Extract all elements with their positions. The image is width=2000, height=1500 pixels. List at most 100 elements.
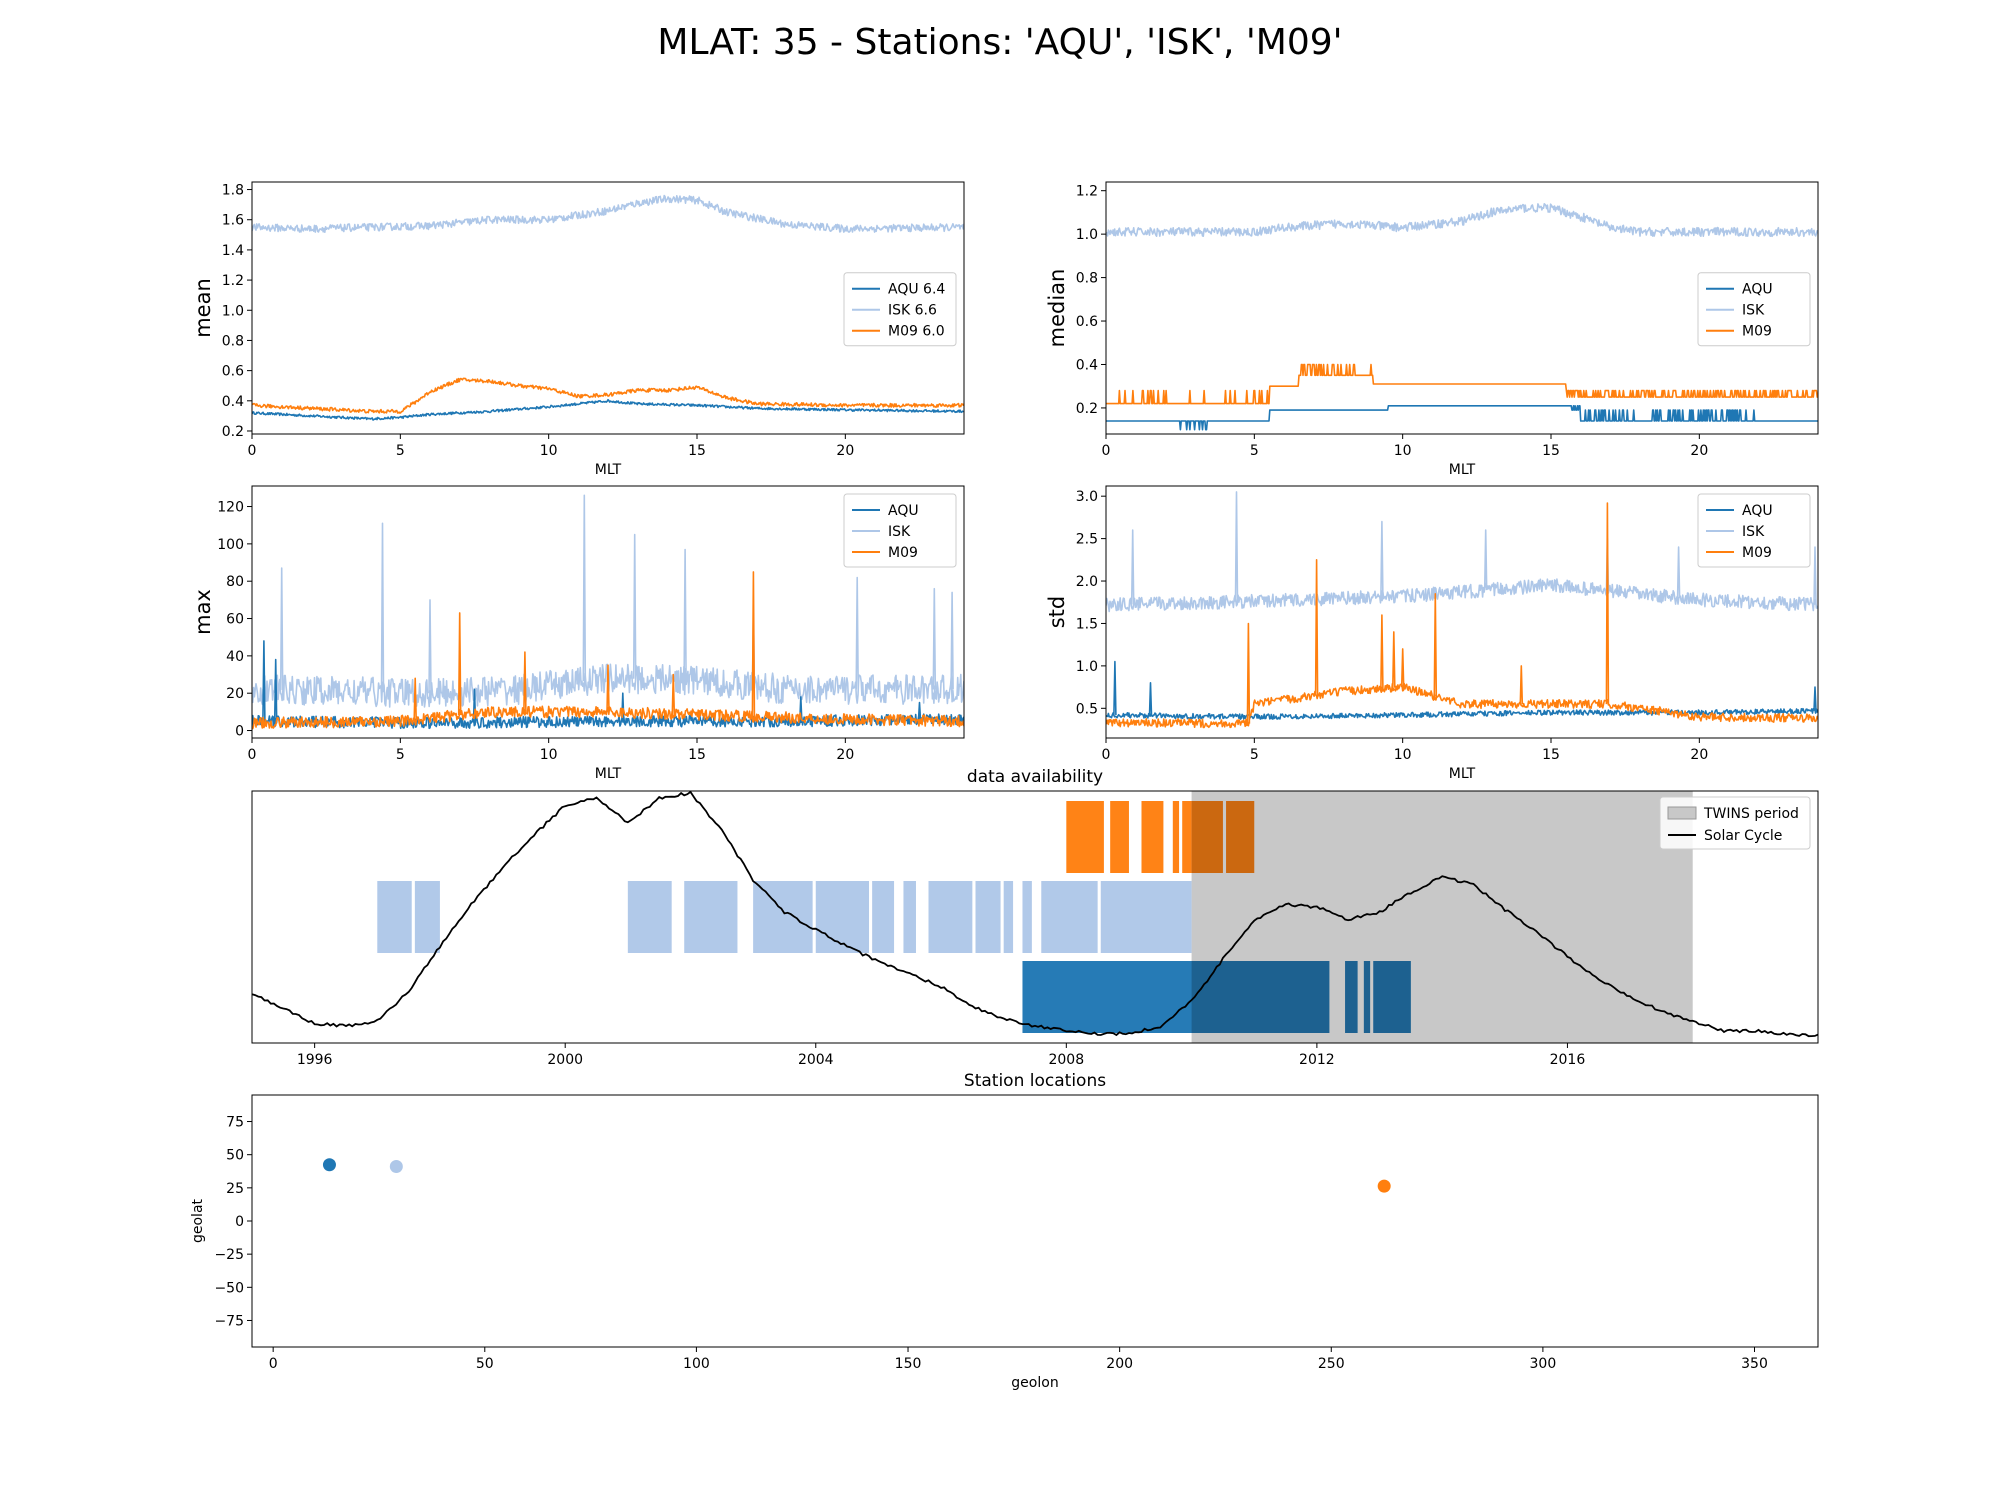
- y-tick-label: 0.8: [222, 333, 244, 349]
- y-tick-label: −50: [214, 1280, 244, 1296]
- series-line-m09: [1106, 363, 1818, 405]
- legend-box: [843, 493, 957, 568]
- station-point-isk: [389, 1159, 403, 1173]
- availability-bar-isk: [975, 881, 1001, 953]
- station-point-aqu: [322, 1158, 336, 1172]
- legend-label: M09: [1742, 545, 1772, 561]
- x-tick-label: 2004: [798, 1052, 834, 1068]
- y-tick-label: 1.2: [1076, 184, 1098, 200]
- series-line-m09: [252, 571, 964, 730]
- x-tick-label: 250: [1318, 1356, 1345, 1372]
- y-tick-label: 1.8: [222, 183, 244, 199]
- availability-bar-isk: [872, 881, 895, 953]
- x-tick-label: 15: [1542, 747, 1560, 763]
- y-tick-label: 120: [217, 500, 244, 516]
- y-tick-label: 1.6: [222, 213, 244, 229]
- availability-bar-aqu: [1345, 961, 1358, 1033]
- x-tick-label: 15: [1542, 443, 1560, 459]
- availability-bar-aqu: [1373, 961, 1411, 1033]
- axes-frame: [251, 485, 965, 739]
- legend: AQU ISK M09: [843, 493, 957, 568]
- y-tick-label: 1.0: [1076, 659, 1098, 675]
- y-tick-label: 0.5: [1076, 701, 1098, 717]
- x-tick-label: 300: [1530, 1356, 1557, 1372]
- x-tick-label: 200: [1106, 1356, 1133, 1372]
- availability-bar-overlap: [1226, 801, 1255, 873]
- axes-frame: [1105, 485, 1819, 739]
- x-axis-label: MLT: [595, 462, 622, 478]
- x-tick-label: 150: [895, 1356, 922, 1372]
- availability-bar-isk: [1003, 881, 1014, 953]
- figure-title: MLAT: 35 - Stations: 'AQU', 'ISK', 'M09': [657, 22, 1343, 63]
- series-line-m09: [1106, 502, 1818, 729]
- y-axis-label: max: [191, 589, 215, 635]
- locations-panel: 0 50 100 150 200 250 300 350 −75 −50 −25 0 25 50 75 geo…: [190, 1071, 1819, 1391]
- availability-bar-aqu: [1022, 961, 1330, 1033]
- availability-bar-m09: [1110, 801, 1129, 873]
- axes-frame: [1105, 181, 1819, 435]
- legend-label: ISK: [1742, 524, 1765, 540]
- axes-frame: [251, 181, 965, 435]
- x-tick-label: 0: [269, 1356, 278, 1372]
- y-tick-label: 100: [217, 537, 244, 553]
- availability-bar-isk: [1022, 881, 1032, 953]
- y-axis-label: mean: [191, 278, 215, 338]
- availability-bar-isk: [1041, 881, 1098, 953]
- availability-bar-overlap: [1363, 961, 1371, 1033]
- y-tick-label: 80: [226, 574, 244, 590]
- availability-bar-m09: [1182, 801, 1192, 873]
- axes-frame: [251, 1094, 1819, 1348]
- x-tick-label: 15: [688, 443, 706, 459]
- y-tick-label: 3.0: [1076, 489, 1098, 505]
- mean-panel: 0 5 10 15 20 0.2 0.4 0.6 0.8 1.0 1.2 1.4 1.6 1.8 MLT me…: [191, 181, 965, 478]
- y-tick-label: 0.4: [222, 394, 244, 410]
- legend-label: ISK: [888, 524, 911, 540]
- x-tick-label: 1996: [297, 1052, 333, 1068]
- x-tick-label: 10: [540, 443, 558, 459]
- legend-label: Solar Cycle: [1704, 828, 1782, 844]
- y-tick-label: 25: [226, 1181, 244, 1197]
- y-tick-label: −25: [214, 1247, 244, 1263]
- x-tick-label: 0: [1102, 747, 1111, 763]
- legend-label: AQU 6.4: [888, 282, 945, 298]
- y-tick-label: 0.6: [1076, 314, 1098, 330]
- x-tick-label: 100: [683, 1356, 710, 1372]
- availability-bar-isk: [377, 881, 412, 953]
- station-point-m09: [1377, 1179, 1391, 1193]
- legend-label: TWINS period: [1703, 806, 1799, 822]
- y-tick-label: 40: [226, 649, 244, 665]
- x-tick-label: 10: [1394, 747, 1412, 763]
- series-line-aqu: [1106, 405, 1818, 431]
- y-tick-label: 1.0: [222, 303, 244, 319]
- availability-bar-overlap: [1345, 961, 1358, 1033]
- x-tick-label: 20: [1690, 747, 1708, 763]
- plot-area: [1106, 203, 1818, 431]
- y-tick-label: −75: [214, 1313, 244, 1329]
- legend-box: [843, 272, 957, 347]
- y-axis-label: median: [1045, 269, 1069, 348]
- legend-box: [1659, 796, 1811, 850]
- y-tick-label: 1.5: [1076, 616, 1098, 632]
- availability-bar-m09: [1226, 801, 1255, 873]
- x-tick-label: 2008: [1048, 1052, 1084, 1068]
- x-axis-label: MLT: [595, 766, 622, 782]
- legend-label: AQU: [1742, 282, 1773, 298]
- x-tick-label: 5: [396, 443, 405, 459]
- availability-bar-overlap: [1191, 961, 1330, 1033]
- y-tick-label: 0.6: [222, 364, 244, 380]
- legend-label: AQU: [888, 503, 919, 519]
- x-tick-label: 15: [688, 747, 706, 763]
- x-tick-label: 2016: [1550, 1052, 1586, 1068]
- availability-bar-isk: [753, 881, 813, 953]
- x-axis-label: geolon: [1011, 1375, 1058, 1391]
- y-tick-label: 0.8: [1076, 271, 1098, 287]
- y-tick-label: 1.2: [222, 273, 244, 289]
- plot-area: [252, 194, 964, 421]
- availability-bar-aqu: [1363, 961, 1371, 1033]
- legend: AQU ISK M09: [1697, 493, 1811, 568]
- series-line-aqu: [1106, 660, 1818, 720]
- x-axis-label: MLT: [1449, 462, 1476, 478]
- legend: TWINS period Solar Cycle: [1659, 796, 1811, 850]
- x-tick-label: 0: [248, 443, 257, 459]
- availability-bar-isk: [414, 881, 440, 953]
